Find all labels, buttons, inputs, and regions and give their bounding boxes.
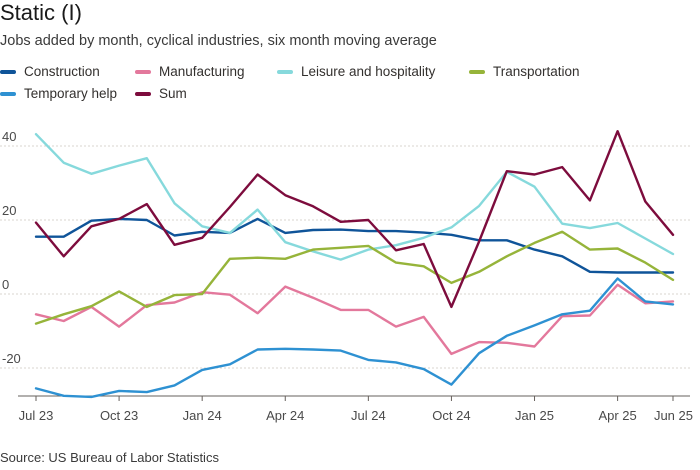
series-line-temporary-help xyxy=(34,277,675,399)
x-tick-label-jan-25: Jan 25 xyxy=(515,408,554,423)
series-line-sum xyxy=(34,129,675,309)
y-axis-tick-labels: 40 20 0 -20 xyxy=(2,129,21,366)
x-tick-label-apr-25: Apr 25 xyxy=(598,408,636,423)
x-axis: Jul 23 Oct 23 Jan 24 Apr 24 Jul 24 Oct 24 Jan … xyxy=(18,395,693,423)
line-chart: 40 20 0 -20 Jul 23 Oct 23 Jan 24 Apr 24 Jul 24 O… xyxy=(0,129,693,423)
x-tick-label-jul-23: Jul 23 xyxy=(19,408,54,423)
chart-subtitle: Jobs added by month, cyclical industries… xyxy=(0,33,437,49)
legend-label-sum: Sum xyxy=(159,86,187,101)
grid-lines xyxy=(0,145,690,369)
legend-swatch-construction xyxy=(0,69,16,74)
y-tick-label-20: 20 xyxy=(2,203,16,218)
source-note: Source: US Bureau of Labor Statistics xyxy=(0,450,219,465)
legend-item-manufacturing: Manufacturing xyxy=(135,64,245,79)
series-line-construction xyxy=(34,217,675,274)
legend-item-temporary-help: Temporary help xyxy=(0,86,117,101)
legend-swatch-sum xyxy=(135,91,151,96)
series-line-manufacturing xyxy=(34,283,675,356)
x-tick-label-apr-24: Apr 24 xyxy=(266,408,304,423)
legend-label-construction: Construction xyxy=(24,64,100,79)
series-line-transportation xyxy=(34,230,675,325)
y-tick-label--20: -20 xyxy=(2,351,21,366)
legend-label-leisure-hospitality: Leisure and hospitality xyxy=(301,64,436,79)
x-tick-label-jul-24: Jul 24 xyxy=(351,408,386,423)
legend-swatch-manufacturing xyxy=(135,69,151,74)
legend-item-construction: Construction xyxy=(0,64,100,79)
legend-label-temporary-help: Temporary help xyxy=(24,86,118,101)
y-tick-label-40: 40 xyxy=(2,129,16,144)
legend-swatch-leisure-hospitality xyxy=(277,69,293,74)
series-lines xyxy=(34,129,675,399)
legend-label-manufacturing: Manufacturing xyxy=(159,64,245,79)
x-tick-label-jun-25: Jun 25 xyxy=(654,408,693,423)
legend-item-leisure-hospitality: Leisure and hospitality xyxy=(277,64,435,79)
legend-item-transportation: Transportation xyxy=(469,64,580,79)
legend-label-transportation: Transportation xyxy=(493,64,580,79)
y-tick-label-0: 0 xyxy=(2,277,9,292)
legend-swatch-transportation xyxy=(469,69,485,74)
legend-swatch-temporary-help xyxy=(0,91,16,96)
x-tick-label-oct-24: Oct 24 xyxy=(432,408,470,423)
chart-title: Static (I) xyxy=(0,0,82,25)
series-line-leisure-and-hospitality xyxy=(34,132,675,261)
chart-legend: Construction Manufacturing Leisure and h… xyxy=(0,64,700,110)
x-tick-label-jan-24: Jan 24 xyxy=(183,408,222,423)
legend-item-sum: Sum xyxy=(135,86,187,101)
x-tick-label-oct-23: Oct 23 xyxy=(100,408,138,423)
